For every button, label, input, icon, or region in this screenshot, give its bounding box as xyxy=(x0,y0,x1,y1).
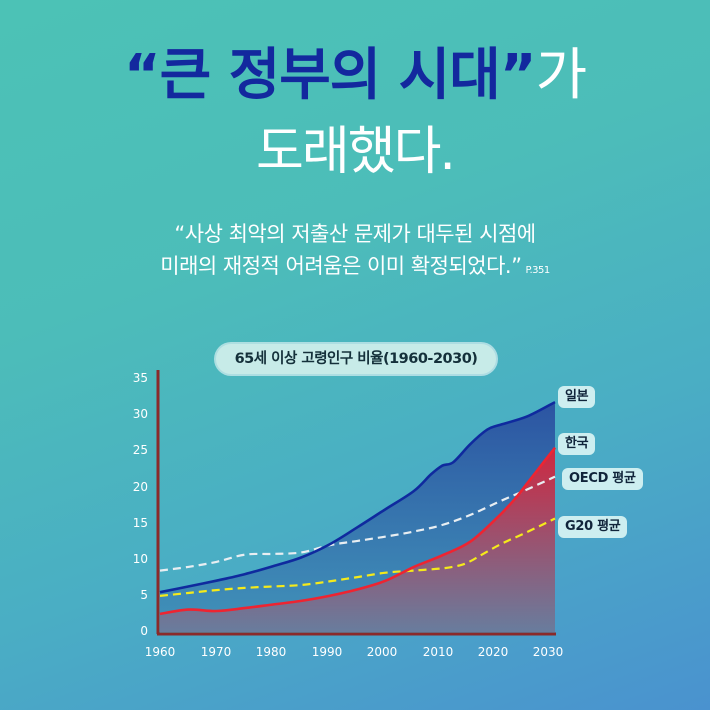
quote-line-1: “사상 최악의 저출산 문제가 대두된 시점에 xyxy=(174,222,536,246)
x-tick: 1990 xyxy=(311,645,343,659)
y-tick: 30 xyxy=(132,407,148,421)
korea-area xyxy=(160,447,555,632)
headline-emphasis: 큰 정부의 시대 xyxy=(159,43,501,108)
x-tick: 1970 xyxy=(200,645,232,659)
book-quote: “사상 최악의 저출산 문제가 대두된 시점에 미래의 재정적 어려움은 이미 … xyxy=(0,218,710,287)
legend-oecd: OECD 평균 xyxy=(562,468,643,490)
y-tick: 5 xyxy=(140,588,148,602)
legend-japan: 일본 xyxy=(558,386,596,408)
g20-line xyxy=(159,517,556,597)
x-tick: 2030 xyxy=(532,645,564,659)
headline-suffix: 가 xyxy=(535,43,588,108)
y-tick: 20 xyxy=(132,480,148,494)
y-tick: 10 xyxy=(132,552,148,566)
legend-korea: 한국 xyxy=(558,433,596,455)
x-tick: 1960 xyxy=(144,645,176,659)
headline-quote-open: “ xyxy=(123,43,161,108)
x-tick: 2020 xyxy=(477,645,509,659)
legend-g20: G20 평균 xyxy=(558,516,628,538)
x-tick: 2000 xyxy=(366,645,398,659)
quote-line-2: 미래의 재정적 어려움은 이미 확정되었다.” P.351 xyxy=(0,250,710,287)
chart-title: 65세 이상 고령인구 비율(1960-2030) xyxy=(216,344,496,374)
headline: “큰 정부의 시대”가 도래했다. xyxy=(0,48,710,182)
x-tick: 1980 xyxy=(255,645,287,659)
headline-line-2: 도래했다. xyxy=(256,122,456,182)
page-reference: P.351 xyxy=(525,265,550,276)
headline-quote-close: ” xyxy=(499,43,537,108)
headline-line-1: “큰 정부의 시대”가 xyxy=(0,48,710,104)
korea-line xyxy=(159,446,557,616)
oecd-line xyxy=(159,475,556,572)
y-tick: 35 xyxy=(132,371,148,385)
quote-line-2-text: 미래의 재정적 어려움은 이미 확정되었다.” xyxy=(160,254,522,278)
y-tick: 25 xyxy=(132,443,148,457)
y-tick: 15 xyxy=(132,516,148,530)
y-tick: 0 xyxy=(140,624,148,638)
x-tick: 2010 xyxy=(422,645,454,659)
japan-line xyxy=(159,400,556,594)
